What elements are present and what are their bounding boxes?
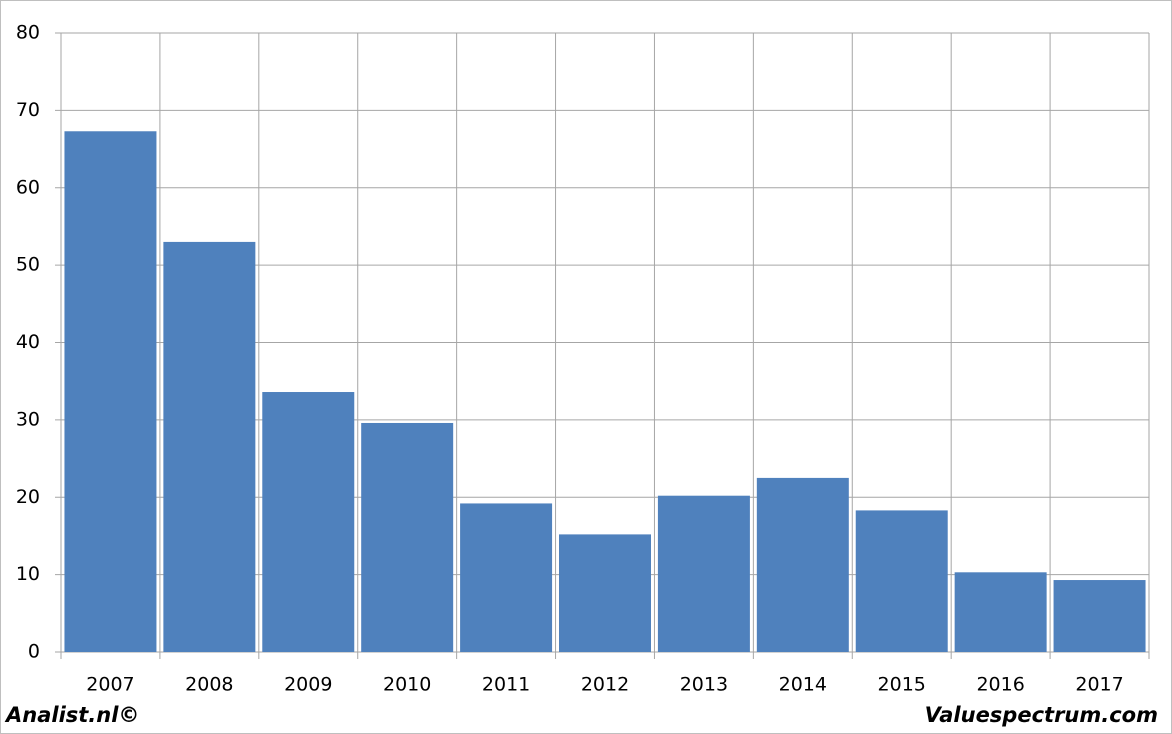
bar — [361, 422, 454, 652]
bar — [559, 534, 651, 652]
bar — [163, 241, 256, 652]
bar — [756, 477, 849, 652]
bar — [64, 131, 157, 653]
bar — [855, 510, 948, 652]
x-tick-label: 2017 — [1075, 674, 1123, 696]
x-tick-label: 2014 — [779, 674, 827, 696]
x-tick-label: 2008 — [185, 674, 233, 696]
y-tick-label: 70 — [16, 99, 40, 121]
y-tick-label: 50 — [16, 254, 40, 276]
x-tick-label: 2015 — [878, 674, 926, 696]
x-tick-label: 2011 — [482, 674, 530, 696]
bar — [262, 392, 355, 652]
bar — [1053, 580, 1146, 652]
x-tick-label: 2007 — [86, 674, 134, 696]
y-tick-label: 30 — [16, 408, 40, 430]
x-tick-label: 2016 — [976, 674, 1024, 696]
x-tick-label: 2010 — [383, 674, 431, 696]
y-tick-label: 10 — [16, 563, 40, 585]
x-tick-label: 2013 — [680, 674, 728, 696]
footer-right: Valuespectrum.com — [925, 703, 1158, 727]
bar — [657, 495, 750, 652]
bar — [460, 503, 553, 652]
y-tick-label: 60 — [16, 176, 40, 198]
y-tick-label: 0 — [28, 641, 40, 663]
x-tick-label: 2009 — [284, 674, 332, 696]
y-tick-label: 80 — [16, 22, 40, 44]
y-tick-label: 40 — [16, 331, 40, 353]
x-tick-label: 2012 — [581, 674, 629, 696]
bar — [954, 572, 1047, 652]
y-tick-label: 20 — [16, 486, 40, 508]
footer-left: Analist.nl© — [4, 703, 139, 727]
